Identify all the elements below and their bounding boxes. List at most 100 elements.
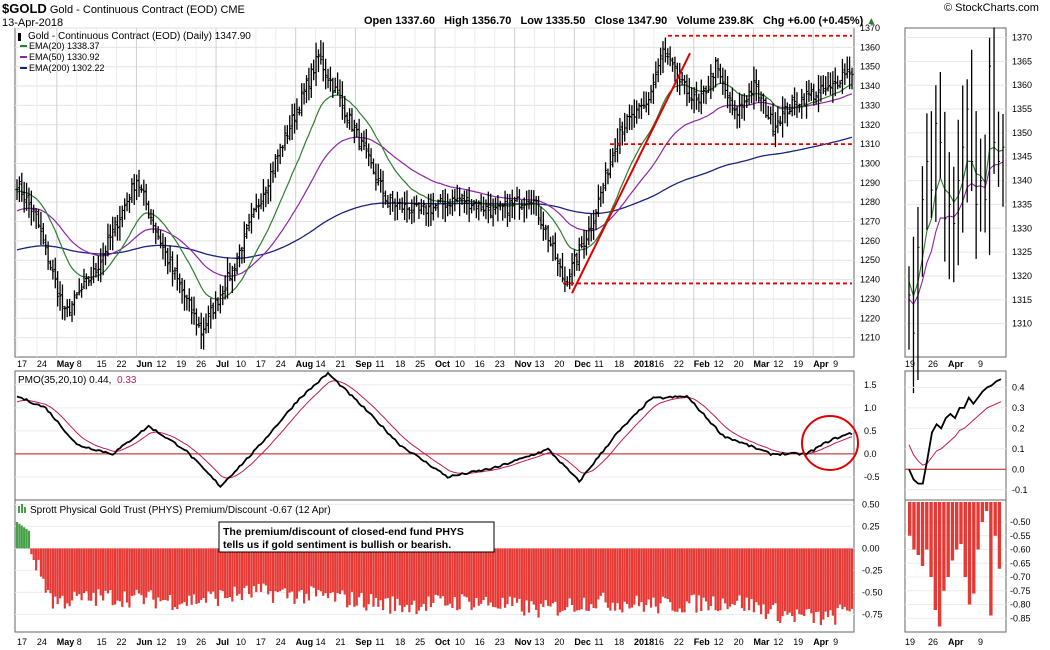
ohlc-bar: [300, 83, 304, 117]
weekly-phys-y-tick-label: -0.80: [1010, 600, 1031, 610]
x-tick-label: Jul: [216, 637, 229, 647]
premium-bar: [709, 548, 712, 607]
premium-bar: [283, 548, 287, 589]
premium-bar: [807, 548, 811, 609]
premium-bar: [592, 548, 595, 609]
weekly-ohlc-bar: [930, 111, 933, 218]
premium-bar: [228, 548, 232, 597]
price-y-tick-label: 1340: [860, 81, 880, 91]
ohlc-bar: [709, 64, 713, 99]
premium-bar: [267, 548, 270, 595]
premium-bar: [128, 548, 131, 608]
premium-bar: [714, 548, 717, 611]
ohlc-bar: [568, 268, 572, 290]
premium-bar: [800, 548, 803, 615]
pmo-y-tick-label: 1.5: [864, 380, 877, 390]
premium-bar: [417, 548, 421, 611]
premium-bar: [73, 548, 76, 592]
premium-bar: [408, 548, 411, 613]
premium-bar: [389, 548, 392, 614]
premium-bar: [829, 548, 832, 611]
premium-bar: [209, 548, 212, 594]
ohlc-bar: [285, 125, 289, 144]
premium-bar: [171, 548, 174, 611]
premium-bar: [594, 548, 598, 609]
premium-bar: [240, 548, 243, 601]
premium-bar: [310, 548, 313, 587]
premium-bar: [116, 548, 119, 601]
ohlc-bar: [479, 193, 483, 212]
weekly-price-y-tick-label: 1320: [1012, 271, 1032, 281]
premium-bar: [350, 548, 354, 592]
x-tick-label: Oct: [435, 637, 450, 647]
premium-bar: [214, 548, 217, 599]
price-y-tick-label: 1300: [860, 158, 880, 168]
weekly-premium-bar: [946, 502, 950, 577]
x-tick-label: 16: [654, 359, 664, 369]
premium-bar: [130, 548, 133, 596]
premium-bar: [724, 548, 727, 604]
ohlc-bar: [532, 190, 536, 215]
premium-bar: [23, 527, 26, 549]
ohlc-bar: [94, 263, 98, 278]
premium-bar: [125, 548, 129, 603]
weekly-ohlc-bar: [953, 166, 956, 283]
x-tick-label: 25: [415, 359, 425, 369]
ohlc-bar: [405, 190, 409, 223]
premium-bar: [626, 548, 629, 604]
ohlc-bar: [434, 203, 438, 211]
price-legend: Gold - Continuous Contract (EOD) (Daily)…: [18, 31, 251, 73]
premium-bar: [838, 548, 842, 605]
premium-bar: [580, 548, 583, 610]
premium-bar: [197, 548, 200, 603]
x-tick-label: 19: [176, 637, 186, 647]
weekly-price-y-tick-label: 1340: [1012, 176, 1032, 186]
ohlc-bar: [319, 40, 323, 65]
x-tick-label: 22: [117, 359, 127, 369]
ohlc-bar: [29, 190, 33, 226]
ohlc-bar: [496, 194, 500, 222]
premium-bar: [183, 548, 186, 602]
weekly-phys-y-tick-label: -0.55: [1010, 531, 1031, 541]
premium-bar: [606, 548, 610, 608]
ohlc-bar: [99, 248, 103, 283]
ohlc-bar: [692, 87, 696, 114]
ohlc-bar: [659, 47, 663, 76]
premium-bar: [480, 548, 483, 604]
symbol: $GOLD: [2, 1, 47, 16]
ohlc-bar: [194, 308, 198, 336]
ohlc-bar: [537, 195, 541, 225]
ohlc-bar: [22, 181, 26, 213]
ohlc-bar: [226, 257, 230, 299]
premium-bar: [190, 548, 193, 605]
x-tick-label: Jun: [136, 359, 152, 369]
ohlc-bar: [369, 148, 373, 169]
ohlc-bar: [82, 268, 86, 290]
premium-bar: [611, 548, 614, 603]
premium-bar: [420, 548, 423, 607]
weekly-x-tick-label: 26: [928, 637, 938, 647]
premium-bar: [319, 548, 322, 592]
ohlc-bar: [412, 196, 416, 223]
ohlc-bar: [137, 169, 141, 197]
premium-bar: [341, 548, 344, 591]
premium-bar: [291, 548, 294, 592]
ohlc-bar: [166, 247, 170, 275]
ohlc-bar: [632, 99, 636, 128]
price-legend-title: Gold - Continuous Contract (EOD) (Daily)…: [28, 31, 251, 42]
ohlc-bar: [663, 37, 667, 63]
weekly-premium-bar: [933, 502, 938, 610]
ohlc-bar: [371, 158, 375, 175]
ohlc-bar: [520, 199, 524, 211]
symbol-title: $GOLD Gold - Continuous Contract (EOD) C…: [2, 1, 245, 16]
ohlc-bar: [802, 93, 806, 107]
ohlc-bar: [65, 299, 69, 318]
ohlc-bar: [37, 208, 41, 229]
premium-bar: [137, 548, 141, 594]
weekly-ohlc-bar: [971, 49, 974, 192]
premium-bar: [413, 548, 416, 601]
ohlc-bar: [606, 168, 610, 185]
weekly-pmo-y-tick-label: -0.1: [1012, 485, 1028, 495]
premium-bar: [111, 548, 114, 606]
x-tick-label: Mar: [753, 359, 770, 369]
